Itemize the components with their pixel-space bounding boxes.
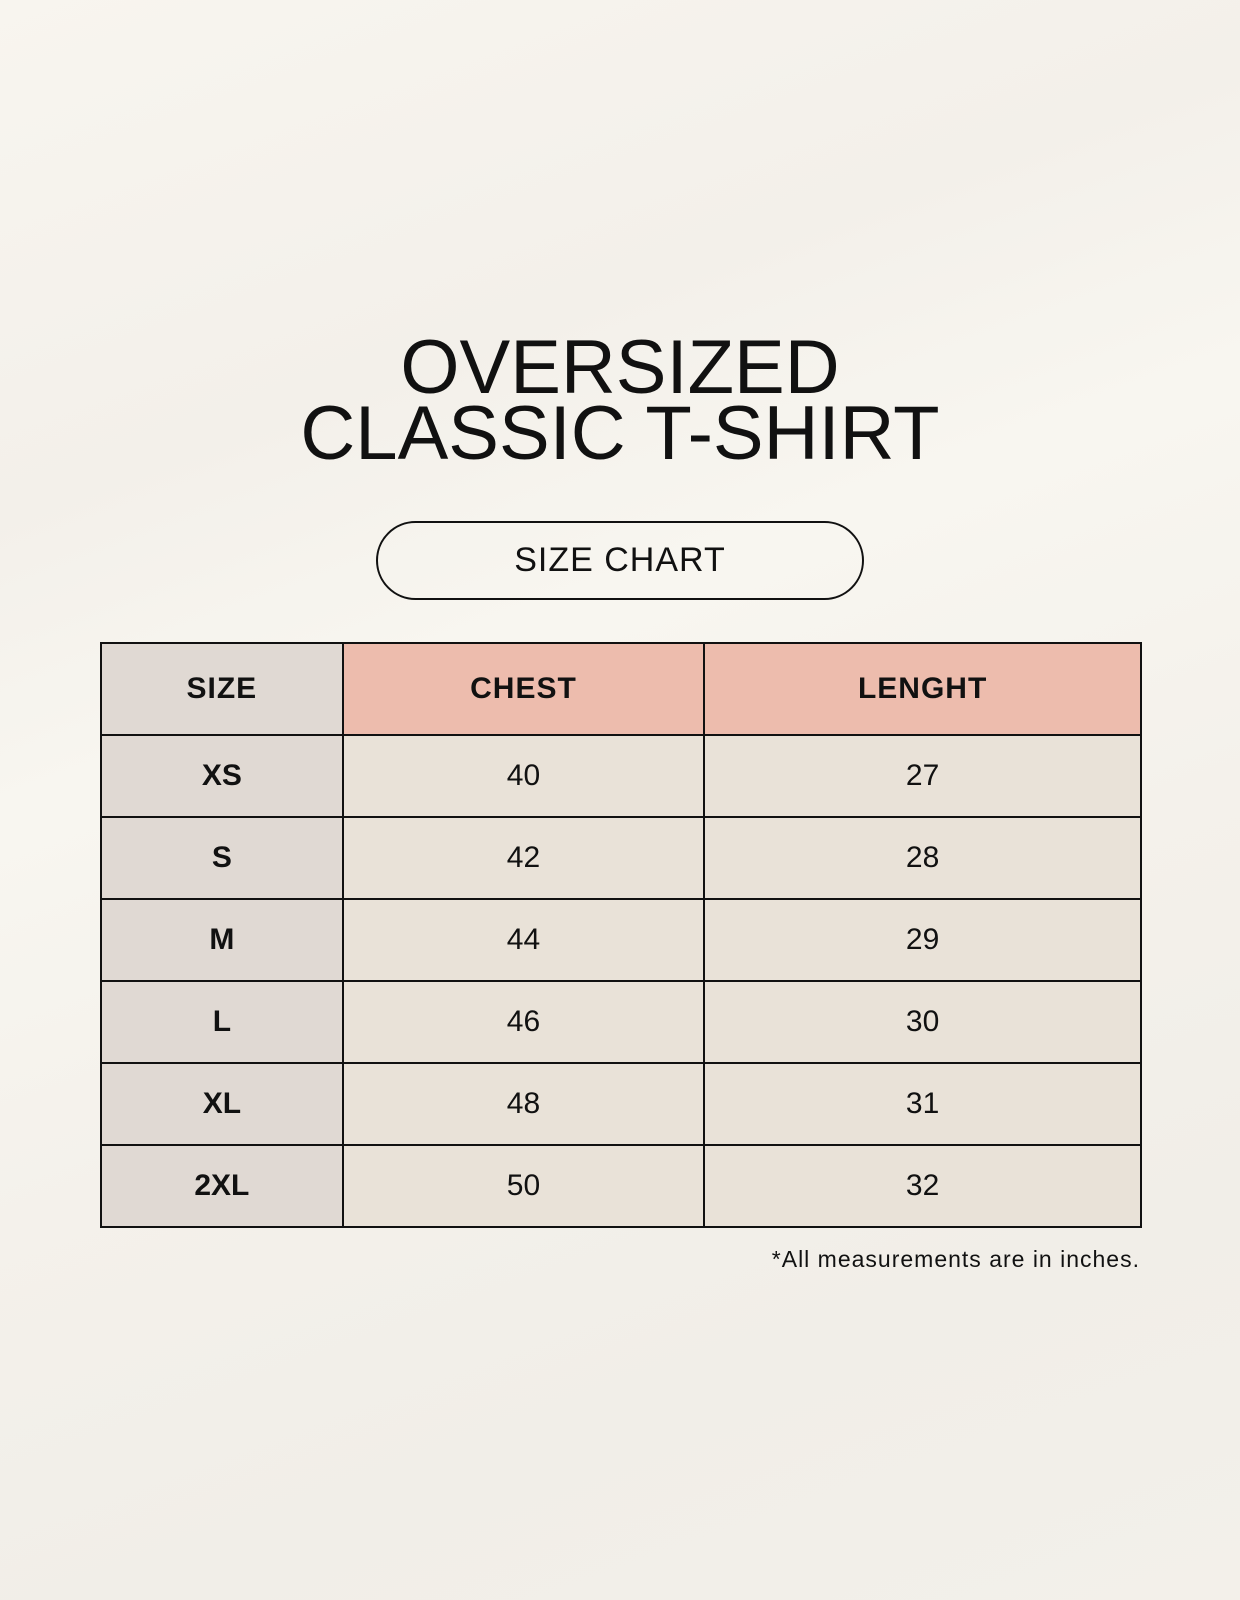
header-size: SIZE [100,642,344,736]
chest-cell: 40 [341,734,706,818]
footnote: *All measurements are in inches. [771,1246,1140,1272]
size-cell: L [100,980,344,1064]
length-cell: 32 [703,1144,1142,1228]
size-cell: 2XL [100,1144,344,1228]
table-row: XL 48 31 [100,1062,1142,1146]
size-chart-badge: SIZE CHART [376,521,864,600]
chest-cell: 46 [341,980,706,1064]
length-cell: 30 [703,980,1142,1064]
page-title: OVERSIZED CLASSIC T-SHIRT [0,325,1240,476]
length-cell: 29 [703,898,1142,982]
length-cell: 31 [703,1062,1142,1146]
table-row: M 44 29 [100,898,1142,982]
header-length: LENGHT [703,642,1142,736]
title-line-1: OVERSIZED [400,325,840,410]
size-cell: S [100,816,344,900]
table-row: 2XL 50 32 [100,1144,1142,1228]
chest-cell: 44 [341,898,706,982]
size-cell: XL [100,1062,344,1146]
size-cell: XS [100,734,344,818]
table-row: S 42 28 [100,816,1142,900]
header-row: SIZE CHEST LENGHT [100,642,1142,736]
table-row: XS 40 27 [100,734,1142,818]
header-chest: CHEST [341,642,706,736]
size-cell: M [100,898,344,982]
chest-cell: 50 [341,1144,706,1228]
chest-cell: 48 [341,1062,706,1146]
length-cell: 27 [703,734,1142,818]
table-row: L 46 30 [100,980,1142,1064]
title-line-2: CLASSIC T-SHIRT [300,391,940,476]
chest-cell: 42 [341,816,706,900]
length-cell: 28 [703,816,1142,900]
size-table: SIZE CHEST LENGHT XS 40 27 S 42 28 M 44 29 L 46 30 X… [100,642,1142,1228]
